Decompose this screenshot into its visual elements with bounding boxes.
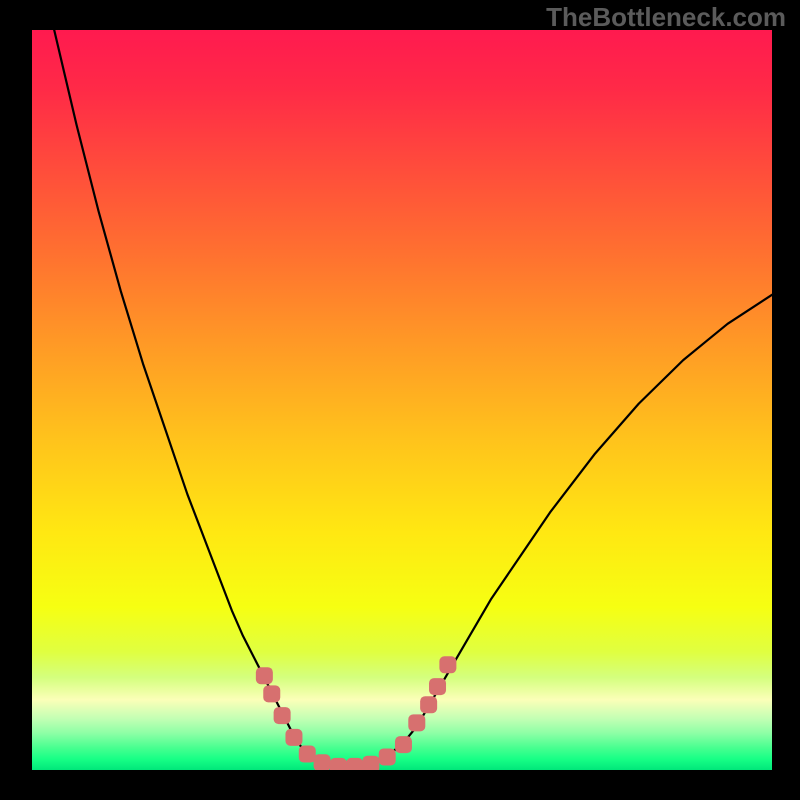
curve-marker: [256, 667, 273, 684]
chart-stage: TheBottleneck.com: [0, 0, 800, 800]
watermark-text: TheBottleneck.com: [546, 2, 786, 33]
curve-marker: [346, 758, 363, 775]
curve-marker: [429, 678, 446, 695]
curve-marker: [263, 685, 280, 702]
bottleneck-curve-chart: [0, 0, 800, 800]
curve-marker: [285, 729, 302, 746]
curve-marker: [299, 746, 316, 763]
curve-marker: [439, 656, 456, 673]
curve-marker: [395, 736, 412, 753]
curve-marker: [330, 758, 347, 775]
curve-marker: [408, 714, 425, 731]
curve-marker: [420, 696, 437, 713]
bottleneck-curve: [54, 30, 772, 766]
curve-marker: [362, 756, 379, 773]
curve-marker: [314, 754, 331, 771]
curve-marker: [274, 707, 291, 724]
curve-marker: [379, 748, 396, 765]
